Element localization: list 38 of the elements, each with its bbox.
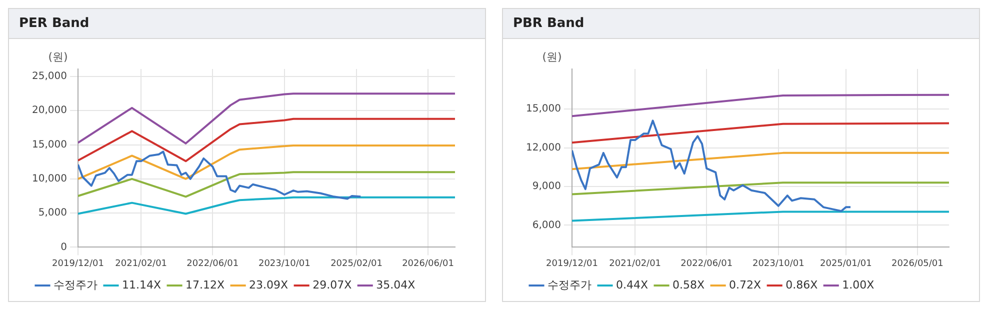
x-tick-label: 2019/12/01 (546, 258, 598, 269)
legend-label: 수정주가 (548, 278, 592, 292)
legend-label: 35.04X (376, 278, 416, 292)
y-tick-label: 5,000 (38, 208, 67, 219)
legend-label: 0.86X (786, 278, 818, 292)
legend-label: 0.72X (729, 278, 762, 292)
y-tick-label: 15,000 (526, 104, 561, 115)
y-tick-label: 12,000 (526, 142, 561, 154)
x-tick-label: 2026/06/01 (402, 258, 454, 269)
legend-label: 23.09X (249, 278, 289, 292)
legend-label: 11.14X (122, 278, 162, 292)
legend-label: 29.07X (312, 278, 352, 292)
x-tick-label: 2019/12/01 (52, 258, 104, 269)
x-tick-label: 2025/02/01 (330, 258, 382, 269)
y-tick-label: 20,000 (32, 105, 67, 116)
x-tick-label: 2023/10/01 (752, 258, 804, 269)
chart-title: PER Band (9, 9, 485, 39)
y-tick-label: 0 (60, 242, 67, 253)
x-tick-label: 2023/10/01 (258, 258, 310, 269)
x-tick-label: 2025/01/01 (820, 258, 872, 269)
legend-label: 1.00X (842, 278, 875, 292)
legend-label: 0.44X (616, 278, 648, 292)
legend-label: 수정주가 (54, 278, 98, 292)
y-tick-label: 25,000 (32, 71, 67, 82)
legend-label: 0.58X (672, 278, 706, 292)
y-tick-label: 6,000 (532, 220, 561, 231)
y-tick-label: 15,000 (32, 139, 67, 150)
x-tick-label: 2021/02/01 (609, 258, 662, 269)
y-axis-title: (원) (542, 50, 562, 64)
y-tick-label: 10,000 (32, 174, 67, 185)
x-tick-label: 2022/06/01 (680, 258, 733, 269)
x-tick-label: 2026/05/01 (892, 258, 944, 269)
chart-title: PBR Band (503, 9, 979, 39)
x-tick-label: 2021/02/01 (115, 258, 168, 269)
y-tick-label: 9,000 (532, 181, 561, 192)
y-axis-title: (원) (48, 50, 68, 64)
x-tick-label: 2022/06/01 (186, 258, 239, 269)
legend-label: 17.12X (186, 278, 226, 292)
